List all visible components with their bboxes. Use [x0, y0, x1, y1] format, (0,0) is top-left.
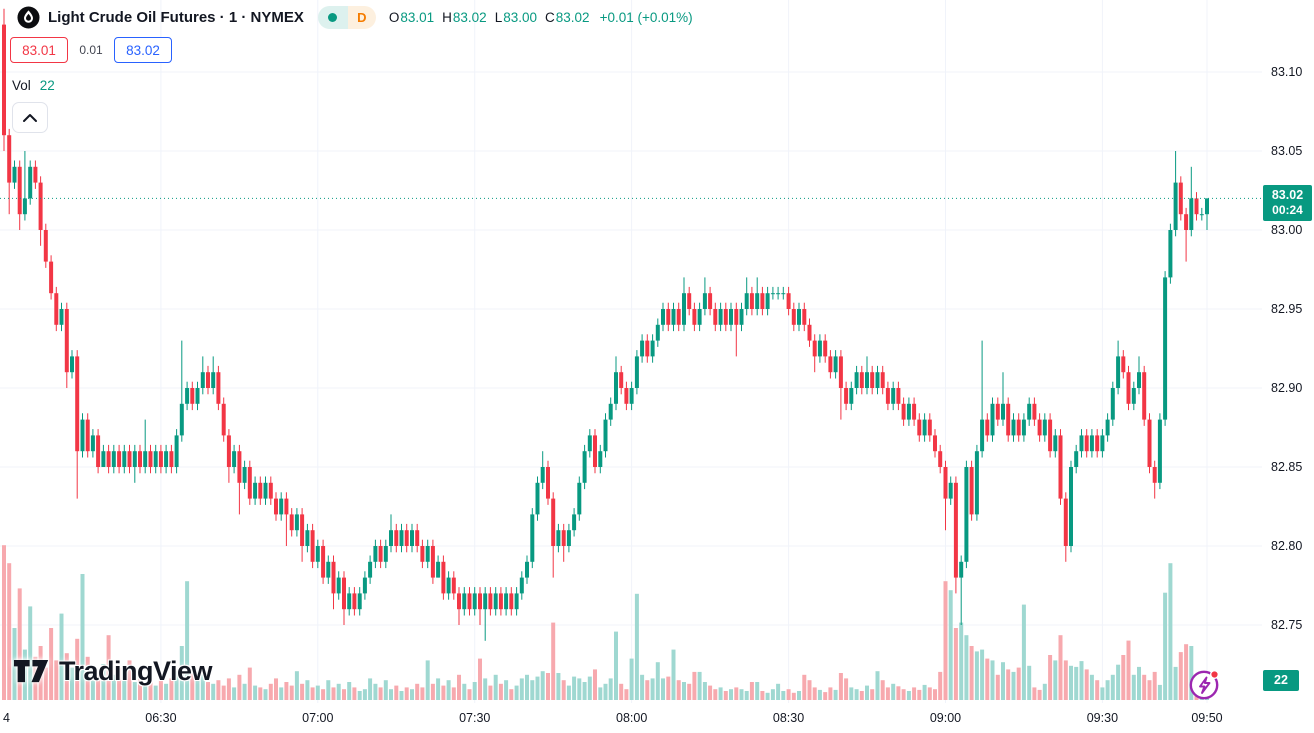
tradingview-logo-icon: [13, 659, 49, 682]
oil-drop-icon[interactable]: [17, 5, 40, 29]
volume-badge: 22: [1263, 670, 1299, 691]
time-tick-label: 07:30: [459, 711, 491, 725]
bar-countdown: 00:24: [1272, 203, 1303, 218]
market-open-dot: [317, 5, 348, 29]
last-price-value: 83.02: [1271, 188, 1304, 203]
buy-button[interactable]: 83.02: [114, 37, 172, 63]
last-price-badge[interactable]: 83.02 00:24: [1263, 185, 1312, 222]
time-tick-label: 08:30: [772, 711, 805, 725]
chevron-up-icon: [23, 113, 37, 122]
time-tick-label: 08:00: [616, 711, 648, 725]
open-label: O: [388, 9, 400, 25]
symbol-title[interactable]: Light Crude Oil Futures · 1 · NYMEX: [48, 8, 304, 26]
price-tick-label: 82.95: [1271, 302, 1303, 316]
price-tick-label: 82.85: [1271, 460, 1303, 474]
spread-value: 0.01: [79, 43, 103, 57]
time-axis[interactable]: 4 06:30 07:00 07:30 08:00 08:30 09:00 09:30 09:5…: [0, 703, 1314, 733]
volume-value: 22: [39, 78, 55, 93]
volume-indicator-row: Vol 22: [12, 78, 55, 93]
price-tick-label: 82.80: [1271, 539, 1303, 553]
time-tick-label: 06:30: [145, 711, 177, 725]
bolt-icon: [1199, 676, 1211, 694]
high-value: 83.02: [452, 9, 487, 25]
lightning-button[interactable]: [1187, 666, 1223, 702]
price-axis[interactable]: 83.02 00:24 22 83.10 83.05 83.00 82.95 82.90…: [1262, 0, 1314, 703]
delayed-data-badge: D: [347, 5, 376, 29]
candle-series: [2, 8, 1209, 641]
close-label: C: [545, 9, 555, 25]
tradingview-watermark-text: TradingView: [59, 655, 213, 686]
open-value: 83.01: [400, 9, 435, 25]
tradingview-watermark-link[interactable]: TradingView: [13, 649, 213, 693]
grid-lines: [0, 0, 1262, 703]
change-value: +0.01 (+0.01%): [599, 9, 693, 25]
time-tick-label: 09:00: [929, 711, 962, 725]
low-value: 83.00: [503, 9, 538, 25]
sell-button[interactable]: 83.01: [10, 37, 68, 63]
time-tick-label: 07:00: [302, 711, 334, 725]
market-status-pill[interactable]: D: [317, 5, 376, 29]
price-tick-label: 83.00: [1271, 223, 1303, 237]
volume-label: Vol: [12, 78, 31, 93]
time-tick-label: 09:50: [1191, 711, 1223, 725]
low-label: L: [494, 9, 503, 25]
high-label: H: [442, 9, 452, 25]
notification-dot: [1210, 669, 1220, 679]
time-tick-label: 4: [3, 711, 10, 725]
close-value: 83.02: [555, 9, 590, 25]
ohlc-readout: O 83.01 H 83.02 L 83.00 C 83.02 +0.01 (+0.01…: [389, 10, 693, 25]
collapse-legend-button[interactable]: [12, 102, 48, 133]
price-tick-label: 83.05: [1271, 144, 1303, 158]
time-tick-label: 09:30: [1086, 711, 1119, 725]
chart-canvas[interactable]: [0, 0, 1262, 703]
price-tick-label: 82.75: [1271, 618, 1303, 632]
price-tick-label: 82.90: [1271, 381, 1303, 395]
price-tick-label: 83.10: [1271, 65, 1303, 79]
